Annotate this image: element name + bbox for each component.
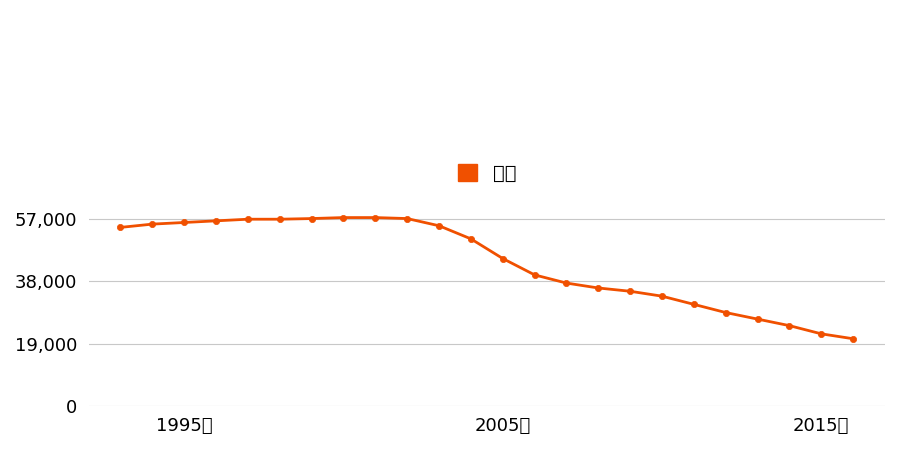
価格 (498, 256, 508, 261)
価格 (338, 215, 349, 220)
価格 (465, 236, 476, 242)
価格 (242, 216, 253, 222)
価格 (529, 272, 540, 278)
価格 (720, 310, 731, 315)
価格 (657, 293, 668, 299)
価格 (593, 285, 604, 291)
価格 (434, 223, 445, 229)
価格 (370, 215, 381, 220)
価格 (752, 316, 763, 322)
価格 (179, 220, 190, 225)
価格 (306, 216, 317, 221)
価格 (115, 225, 126, 230)
価格 (274, 216, 285, 222)
Line: 価格: 価格 (117, 215, 856, 342)
価格 (147, 221, 158, 227)
価格 (816, 331, 827, 337)
価格 (625, 288, 635, 294)
価格 (211, 218, 221, 224)
価格 (561, 280, 572, 286)
価格 (848, 336, 859, 342)
価格 (401, 216, 412, 221)
Legend: 価格: 価格 (450, 156, 524, 191)
価格 (784, 323, 795, 328)
価格 (688, 302, 699, 307)
